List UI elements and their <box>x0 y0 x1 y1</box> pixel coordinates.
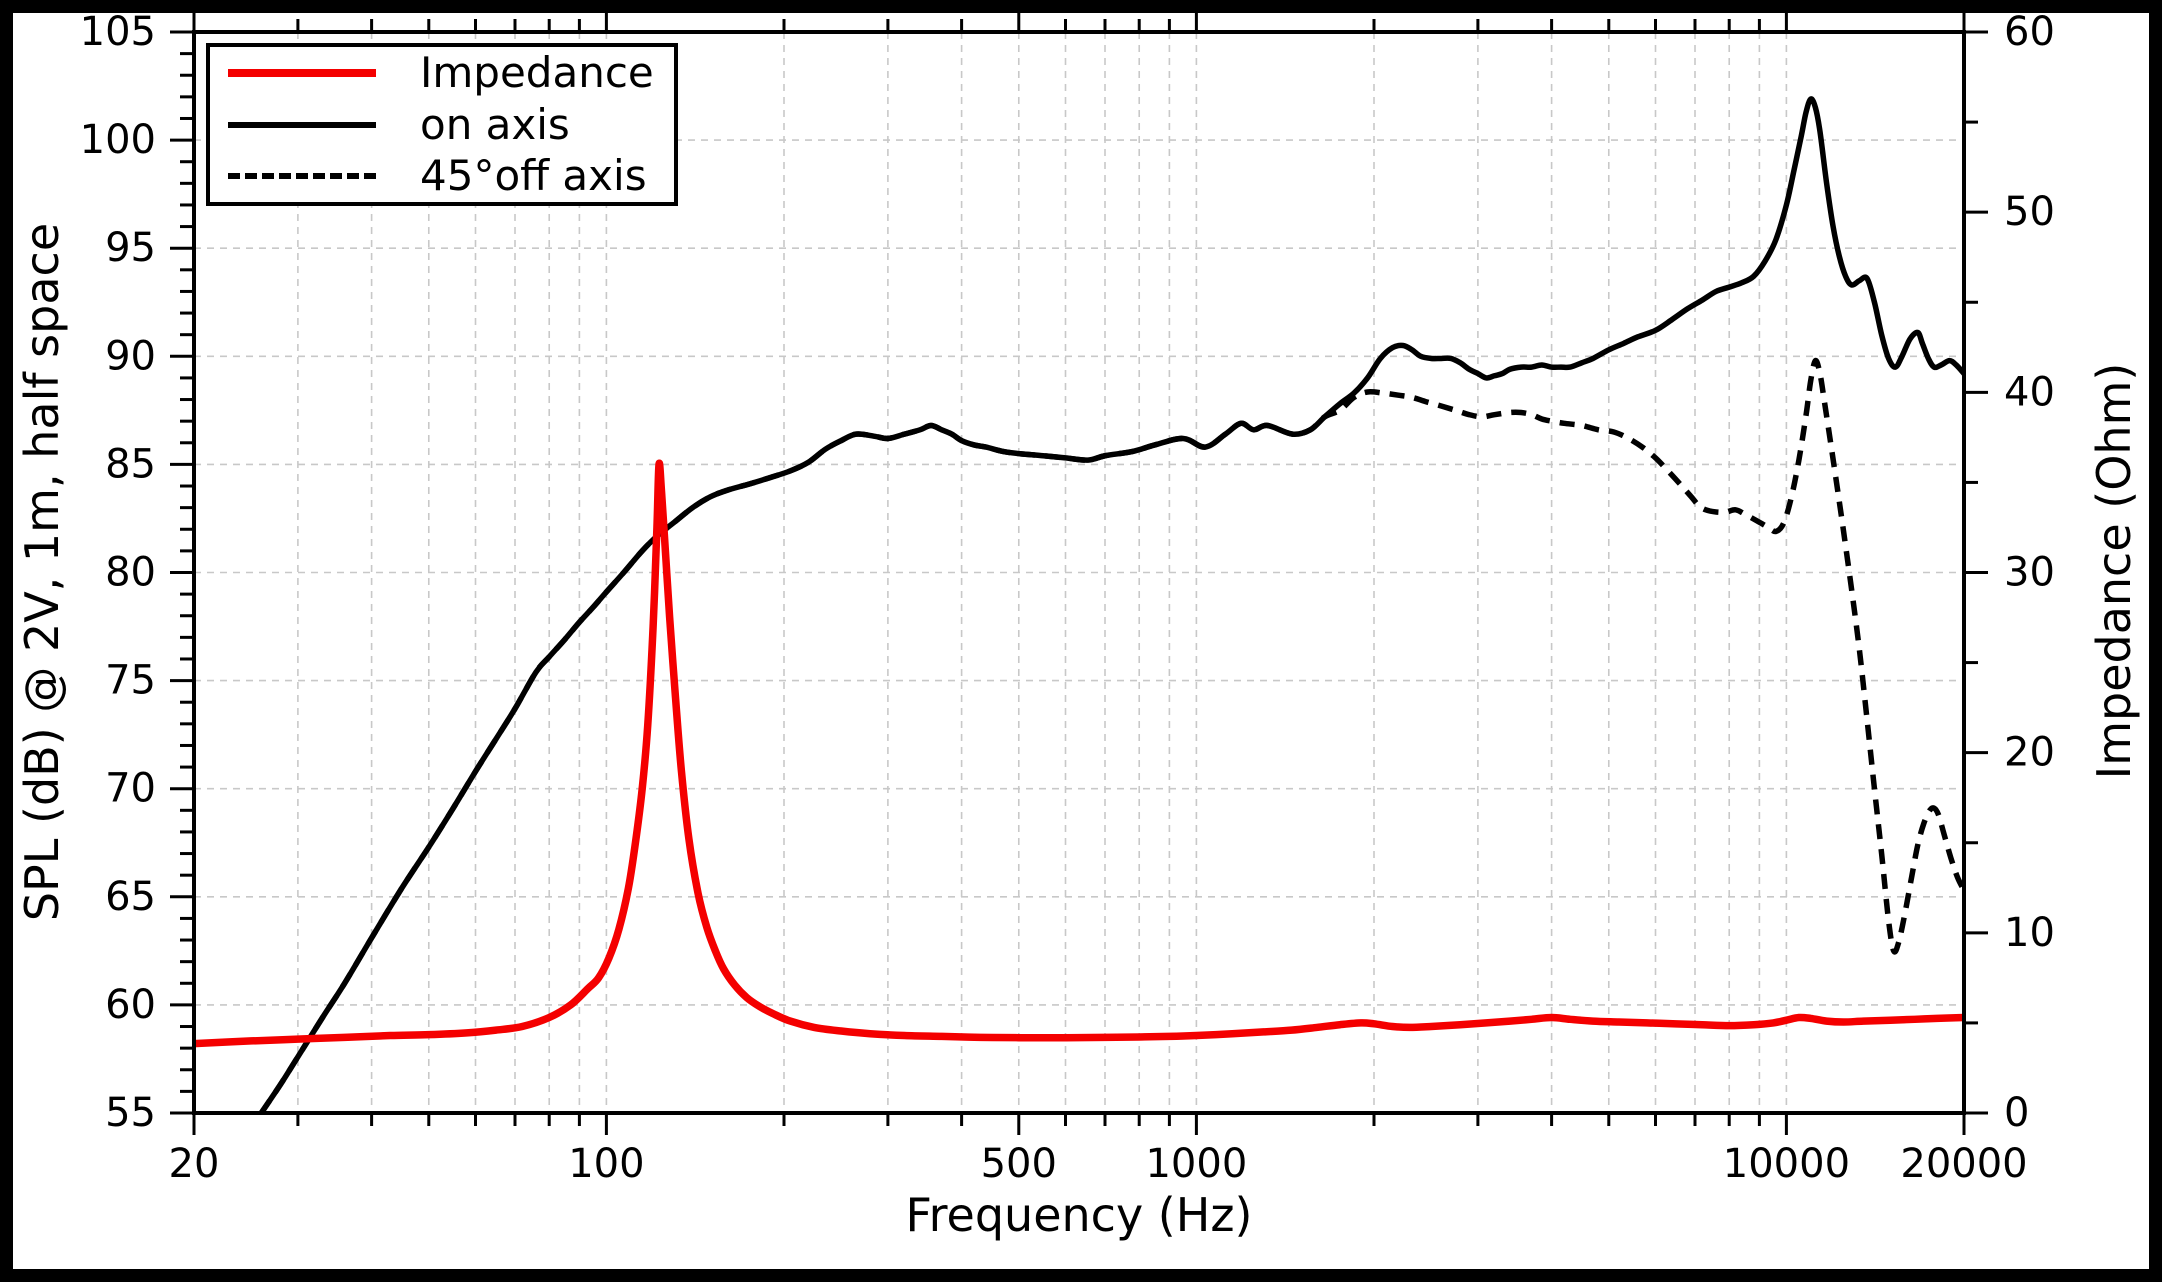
x-tick-label: 100 <box>568 1141 644 1187</box>
curve-45-off-axis <box>258 357 1964 1113</box>
impedance-line-swatch <box>228 69 376 78</box>
right-y-tick-label: 10 <box>2004 910 2055 956</box>
on-axis-line-swatch <box>228 121 376 128</box>
left-y-tick-label: 55 <box>105 1090 156 1136</box>
x-tick-label: 20 <box>169 1141 220 1187</box>
curve-impedance <box>194 459 1964 1048</box>
legend-item-on-axis: on axis <box>228 100 674 150</box>
chart-panel <box>13 13 2149 1269</box>
left-y-tick-label: 100 <box>80 117 156 163</box>
x-tick-label: 1000 <box>1145 1141 1247 1187</box>
axis-ticks <box>170 10 1988 1135</box>
x-axis-title: Frequency (Hz) <box>905 1188 1253 1242</box>
legend-label: Impedance <box>420 48 654 98</box>
right-y-tick-label: 30 <box>2004 550 2055 596</box>
left-y-tick-label: 60 <box>105 982 156 1028</box>
right-y-tick-label: 50 <box>2004 189 2055 235</box>
right-y-axis-title: Impedance (Ohm) <box>2087 362 2141 780</box>
legend-label: 45°off axis <box>420 150 647 200</box>
right-y-tick-label: 20 <box>2004 730 2055 776</box>
legend: Impedance on axis 45°off axis <box>206 43 678 206</box>
right-y-tick-label: 0 <box>2004 1090 2029 1136</box>
legend-label: on axis <box>420 99 570 149</box>
gridlines <box>194 32 1964 1113</box>
x-tick-label: 10000 <box>1723 1141 1850 1187</box>
left-y-tick-label: 80 <box>105 550 156 596</box>
tick-labels: 20 100 500 1000 10000 20000556065707580859095… <box>80 9 2055 1187</box>
data-curves <box>194 96 1964 1113</box>
x-tick-label: 20000 <box>1900 1141 2027 1187</box>
curve-on-axis <box>258 96 1964 1113</box>
off-axis-line-swatch <box>228 172 376 179</box>
left-y-tick-label: 70 <box>105 766 156 812</box>
legend-item-45-off-axis: 45°off axis <box>228 151 674 201</box>
left-y-tick-label: 85 <box>105 441 156 487</box>
legend-item-impedance: Impedance <box>228 48 674 98</box>
left-y-tick-label: 65 <box>105 874 156 920</box>
left-y-tick-label: 105 <box>80 9 156 55</box>
x-tick-label: 500 <box>981 1141 1057 1187</box>
left-y-axis-title: SPL (dB) @ 2V, 1m, half space <box>15 222 69 922</box>
right-y-tick-label: 40 <box>2004 369 2055 415</box>
left-y-tick-label: 95 <box>105 225 156 271</box>
plot-border <box>192 30 1966 1115</box>
right-y-tick-label: 60 <box>2004 9 2055 55</box>
left-y-tick-label: 75 <box>105 658 156 704</box>
left-y-tick-label: 90 <box>105 333 156 379</box>
